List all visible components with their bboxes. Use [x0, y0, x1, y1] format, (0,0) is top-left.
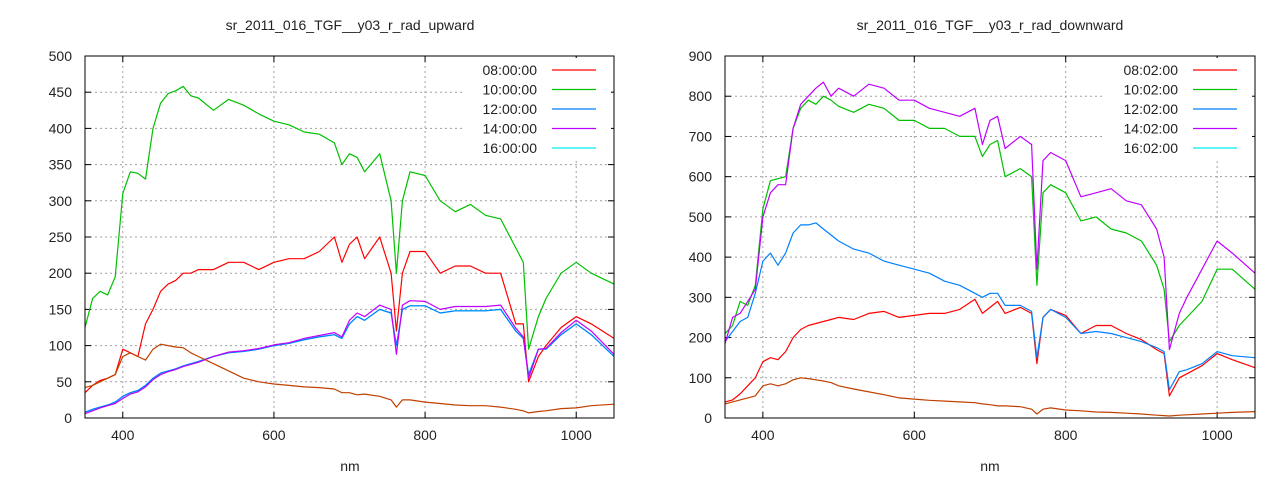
legend-label: 16:00:00 — [483, 140, 538, 156]
x-tick-label: 800 — [1054, 427, 1078, 443]
y-tick-label: 800 — [689, 88, 713, 104]
y-tick-label: 0 — [704, 410, 712, 426]
y-tick-label: 500 — [689, 209, 713, 225]
y-tick-label: 500 — [49, 48, 73, 64]
y-tick-label: 600 — [689, 169, 713, 185]
series-line-unlabeled-6 — [84, 343, 615, 414]
legend-label: 10:00:00 — [483, 82, 538, 98]
y-tick-label: 0 — [64, 410, 72, 426]
y-tick-label: 400 — [49, 120, 73, 136]
y-tick-label: 200 — [49, 265, 73, 281]
x-tick-label: 400 — [751, 427, 775, 443]
y-tick-label: 700 — [689, 128, 713, 144]
y-tick-label: 900 — [689, 48, 713, 64]
series-line-080200 — [724, 298, 1256, 403]
x-tick-label: 1000 — [1202, 427, 1233, 443]
x-tick-label: 800 — [413, 427, 437, 443]
series-line-unlabeled-5 — [724, 377, 1256, 417]
legend-label: 10:02:00 — [1124, 82, 1179, 98]
legend-label: 12:02:00 — [1124, 101, 1179, 117]
y-tick-label: 450 — [49, 84, 73, 100]
series-line-140200 — [724, 81, 1256, 351]
y-tick-label: 100 — [689, 370, 713, 386]
series-line-100200 — [724, 95, 1256, 343]
x-tick-label: 600 — [262, 427, 286, 443]
y-tick-label: 300 — [689, 289, 713, 305]
series-line-100000 — [84, 85, 615, 350]
plot-frame — [84, 55, 615, 419]
x-axis-label: nm — [340, 458, 359, 474]
chart-title: sr_2011_016_TGF__y03_r_rad_upward — [226, 17, 475, 33]
x-tick-label: 600 — [903, 427, 927, 443]
legend-label: 14:00:00 — [483, 121, 538, 137]
y-tick-label: 200 — [689, 330, 713, 346]
series-line-120000 — [84, 305, 615, 413]
legend-label: 12:00:00 — [483, 101, 538, 117]
legend-label: 08:00:00 — [483, 62, 538, 78]
x-tick-label: 1000 — [561, 427, 592, 443]
y-tick-label: 250 — [49, 229, 73, 245]
plot-frame — [724, 55, 1256, 419]
series-line-080000 — [84, 236, 615, 394]
chart-title: sr_2011_016_TGF__y03_r_rad_downward — [857, 17, 1124, 33]
y-tick-label: 150 — [49, 301, 73, 317]
legend-label: 16:02:00 — [1124, 140, 1179, 156]
series-line-140000 — [84, 300, 615, 415]
legend-label: 14:02:00 — [1124, 121, 1179, 137]
chart-downward: sr_2011_016_TGF__y03_r_rad_downward nm 4… — [689, 17, 1256, 474]
x-tick-label: 400 — [111, 427, 135, 443]
legend-label: 08:02:00 — [1124, 62, 1179, 78]
series-line-120200 — [724, 222, 1256, 391]
y-tick-label: 400 — [689, 249, 713, 265]
x-axis-label: nm — [980, 458, 999, 474]
chart-upward: sr_2011_016_TGF__y03_r_rad_upward nm 400… — [49, 17, 615, 474]
y-tick-label: 300 — [49, 193, 73, 209]
y-tick-label: 100 — [49, 338, 73, 354]
y-tick-label: 50 — [56, 374, 72, 390]
y-tick-label: 350 — [49, 157, 73, 173]
